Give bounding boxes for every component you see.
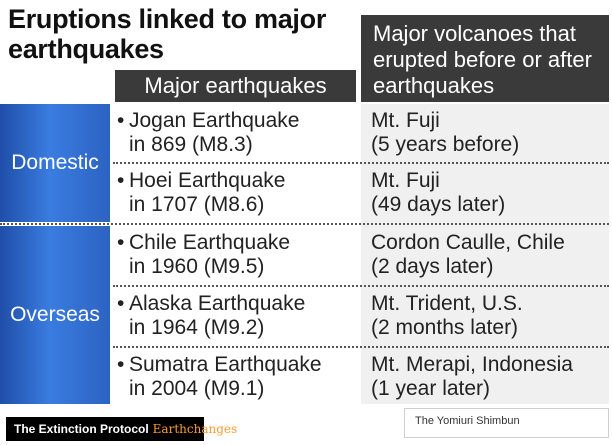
volcano-name: Mt. Trident, U.S.: [371, 292, 523, 315]
row-divider: [113, 346, 609, 348]
bullet-icon: •: [117, 169, 125, 192]
row-divider: [113, 285, 609, 287]
row-divider: [113, 162, 609, 164]
watermark-badge: The Extinction Protocol Earthchanges: [6, 417, 237, 441]
volcano-name: Mt. Fuji: [371, 109, 440, 132]
earthquakes-column-header: Major earthquakes: [115, 70, 356, 102]
volcanoes-column: [361, 104, 609, 404]
earthquake-name: Jogan Earthquake: [129, 109, 300, 132]
earthquake-name: Alaska Earthquake: [129, 292, 306, 315]
earthquake-detail: in 1960 (M9.5): [129, 255, 265, 278]
earthquake-cell: • Hoei Earthquake in 1707 (M8.6): [113, 164, 359, 217]
volcanoes-column-header: Major volcanoes that erupted before or a…: [361, 15, 609, 102]
bullet-icon: •: [117, 231, 125, 254]
eruption-timing: (2 months later): [371, 316, 519, 339]
volcano-name: Mt. Merapi, Indonesia: [371, 353, 573, 376]
eruption-timing: (1 year later): [371, 377, 491, 400]
earthquake-cell: • Alaska Earthquake in 1964 (M9.2): [113, 287, 359, 340]
volcano-name: Mt. Fuji: [371, 169, 440, 192]
eruption-timing: (49 days later): [371, 193, 506, 216]
group-divider: [0, 223, 609, 225]
volcano-cell: Mt. Merapi, Indonesia (1 year later): [361, 348, 609, 401]
bullet-icon: •: [117, 109, 125, 132]
volcano-cell: Mt. Trident, U.S. (2 months later): [361, 287, 609, 340]
earthquake-name: Hoei Earthquake: [129, 169, 286, 192]
volcano-cell: Mt. Fuji (49 days later): [361, 164, 609, 217]
volcano-name: Cordon Caulle, Chile: [371, 231, 565, 254]
earthquake-cell: • Chile Earthquake in 1960 (M9.5): [113, 226, 359, 279]
earthquake-detail: in 1707 (M8.6): [129, 193, 265, 216]
earthquakes-column: [113, 104, 359, 404]
table-row: • Alaska Earthquake in 1964 (M9.2) Mt. Tr…: [113, 287, 609, 345]
table-row: • Chile Earthquake in 1960 (M9.5) Cordon …: [113, 226, 609, 284]
table-row: • Hoei Earthquake in 1707 (M8.6) Mt. Fuji…: [113, 164, 609, 222]
source-credit: The Yomiuri Shimbun: [404, 408, 609, 438]
earthquake-name: Chile Earthquake: [129, 231, 291, 254]
earthquake-name: Sumatra Earthquake: [129, 353, 322, 376]
earthquake-detail: in 1964 (M9.2): [129, 316, 265, 339]
eruption-timing: (2 days later): [371, 255, 494, 278]
earthquake-cell: • Sumatra Earthquake in 2004 (M9.1): [113, 348, 359, 401]
earthquake-detail: in 869 (M8.3): [129, 133, 253, 156]
eruption-timing: (5 years before): [371, 133, 520, 156]
watermark-brand: The Extinction Protocol: [14, 422, 149, 436]
table-row: • Sumatra Earthquake in 2004 (M9.1) Mt. M…: [113, 348, 609, 404]
volcano-cell: Cordon Caulle, Chile (2 days later): [361, 226, 609, 279]
bullet-icon: •: [117, 353, 125, 376]
table-row: • Jogan Earthquake in 869 (M8.3) Mt. Fuji…: [113, 104, 609, 162]
earthquake-detail: in 2004 (M9.1): [129, 377, 265, 400]
page-title: Eruptions linked to major earthquakes: [8, 4, 327, 64]
volcano-cell: Mt. Fuji (5 years before): [361, 104, 609, 157]
watermark-subbrand: Earthchanges: [152, 422, 238, 436]
bullet-icon: •: [117, 292, 125, 315]
earthquake-cell: • Jogan Earthquake in 869 (M8.3): [113, 104, 359, 157]
group-label-overseas: Overseas: [0, 226, 110, 404]
group-label-domestic: Domestic: [0, 104, 110, 222]
